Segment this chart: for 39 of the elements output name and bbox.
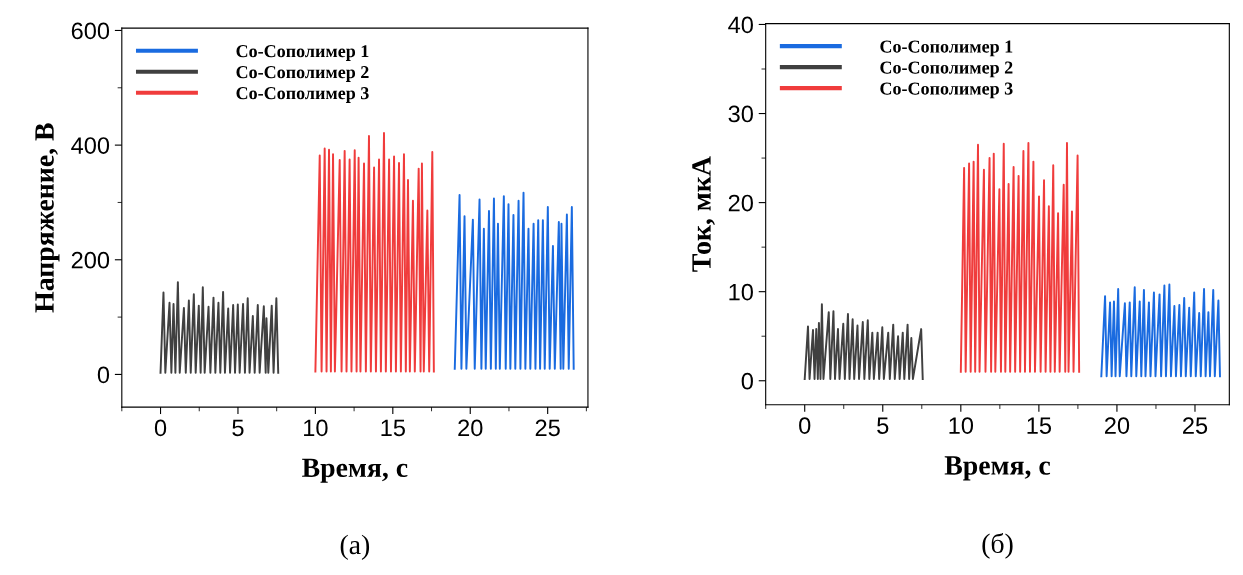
line-series xyxy=(1100,283,1221,378)
y-tick-label: 10 xyxy=(729,283,753,301)
x-tick-label: 0 xyxy=(799,417,811,434)
y-axis-title: Напряжение, В xyxy=(35,123,60,313)
x-axis-title: Время, с xyxy=(944,456,1051,481)
x-tick-label: 20 xyxy=(458,419,483,437)
legend-label: Co-Сополимер 3 xyxy=(236,87,369,103)
x-tick-label: 10 xyxy=(304,419,328,437)
y-tick-label: 200 xyxy=(71,251,110,269)
legend-label: Co-Сополимер 1 xyxy=(880,40,1013,57)
y-tick-label: 30 xyxy=(728,105,753,123)
x-tick-label: 15 xyxy=(1027,417,1052,434)
legend-label: Co-Сополимер 3 xyxy=(880,82,1013,99)
y-axis-title: Ток, мкА xyxy=(692,156,715,272)
x-tick-label: 25 xyxy=(1183,417,1208,434)
line-series xyxy=(453,191,575,370)
legend-label: Co-Сополимер 2 xyxy=(880,61,1013,78)
x-tick-label: 0 xyxy=(154,419,167,437)
x-tick-label: 25 xyxy=(535,419,560,437)
x-tick-label: 15 xyxy=(381,419,405,437)
x-axis-title: Время, с xyxy=(302,458,408,483)
y-tick-label: 600 xyxy=(71,22,110,40)
x-tick-label: 5 xyxy=(877,417,889,434)
line-series xyxy=(314,132,435,373)
y-tick-label: 20 xyxy=(728,194,753,212)
y-tick-label: 400 xyxy=(71,137,110,154)
line-series xyxy=(803,303,924,380)
legend-label: Co-Сополимер 1 xyxy=(236,45,369,61)
y-tick-label: 0 xyxy=(741,372,753,390)
x-tick-label: 20 xyxy=(1104,417,1130,434)
text: (а) xyxy=(340,534,370,560)
line-series xyxy=(159,281,280,374)
line-series xyxy=(959,141,1081,373)
y-tick-label: 0 xyxy=(97,366,110,384)
x-tick-label: 5 xyxy=(232,419,244,437)
y-tick-label: 40 xyxy=(728,16,753,34)
x-tick-label: 10 xyxy=(949,417,974,434)
text: (б) xyxy=(982,532,1013,559)
legend-label: Co-Сополимер 2 xyxy=(236,66,369,82)
